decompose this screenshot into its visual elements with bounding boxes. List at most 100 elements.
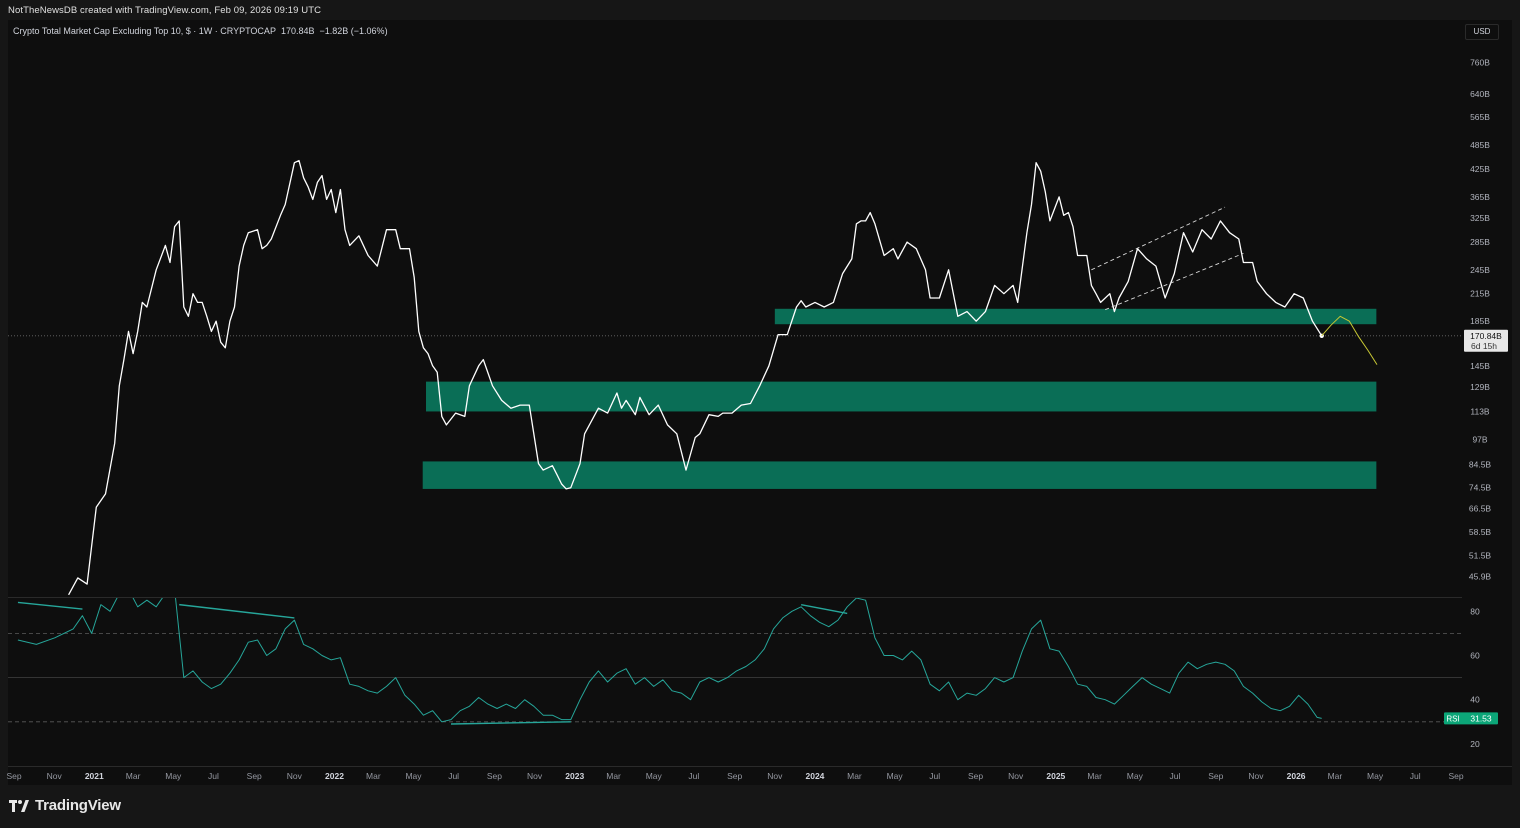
panel-separators	[8, 597, 1512, 767]
rsi-panel	[17, 598, 1322, 725]
price-tick-label: 285B	[1470, 237, 1490, 247]
time-tick-label: Mar	[847, 771, 862, 781]
price-line	[68, 159, 1323, 596]
symbol-legend[interactable]: Crypto Total Market Cap Excluding Top 10…	[13, 26, 388, 36]
time-tick-label: 2022	[325, 771, 344, 781]
price-tick-label: 145B	[1470, 361, 1490, 371]
support-zone-2	[426, 381, 1377, 412]
support-zones	[422, 308, 1377, 489]
time-tick-label: Sep	[1208, 771, 1223, 781]
time-tick-label: May	[165, 771, 182, 781]
time-tick-label: Mar	[126, 771, 141, 781]
currency-button[interactable]: USD	[1465, 24, 1499, 40]
time-tick-label: Sep	[487, 771, 502, 781]
price-tick-label: 760B	[1470, 58, 1490, 68]
price-tick-label: 325B	[1470, 213, 1490, 223]
time-tick-label: Mar	[1328, 771, 1343, 781]
rsi-axis[interactable]: 80 60 40 20	[1470, 606, 1480, 749]
time-tick-label: Jul	[929, 771, 940, 781]
price-tick-label: 129B	[1470, 382, 1490, 392]
rsi-badge	[1444, 712, 1498, 725]
rsi-badge-value: 31.53	[1470, 713, 1492, 723]
rsi-tick-label: 40	[1470, 695, 1480, 705]
time-tick-label: Jul	[448, 771, 459, 781]
time-tick-label: Nov	[527, 771, 543, 781]
price-tick-label: 84.5B	[1469, 460, 1492, 470]
time-tick-label: Mar	[366, 771, 381, 781]
rsi-tick-label: 60	[1470, 650, 1480, 660]
rsi-badge-label: RSI	[1446, 714, 1459, 723]
price-tick-label: 58.5B	[1469, 527, 1492, 537]
price-tick-label: 45.9B	[1469, 571, 1492, 581]
channel-line-2	[1105, 252, 1244, 311]
price-tick-label: 51.5B	[1469, 550, 1492, 560]
rsi-tick-label: 80	[1470, 606, 1480, 616]
price-panel	[8, 159, 1462, 596]
attribution-bar: NotTheNewsDB created with TradingView.co…	[0, 0, 1520, 20]
support-zone-1	[774, 308, 1377, 325]
time-tick-label: Sep	[1448, 771, 1463, 781]
time-tick-label: May	[405, 771, 422, 781]
time-tick-label: Jul	[1410, 771, 1421, 781]
rsi-line	[17, 598, 1322, 723]
last-value: 170.84B	[280, 26, 315, 36]
time-tick-label: Nov	[1248, 771, 1264, 781]
time-tick-label: Jul	[1170, 771, 1181, 781]
time-tick-label: Sep	[968, 771, 983, 781]
time-tick-label: Jul	[688, 771, 699, 781]
time-tick-label: Sep	[247, 771, 262, 781]
change-value: −1.82B (−1.06%)	[319, 26, 388, 36]
price-badge-countdown: 6d 15h	[1471, 341, 1497, 351]
price-tick-label: 365B	[1470, 192, 1490, 202]
time-tick-label: May	[646, 771, 663, 781]
time-tick-label: Nov	[287, 771, 303, 781]
time-tick-label: May	[1127, 771, 1144, 781]
price-tick-label: 74.5B	[1469, 483, 1492, 493]
price-tick-label: 66.5B	[1469, 503, 1492, 513]
time-tick-label: Mar	[606, 771, 621, 781]
time-tick-label: Nov	[47, 771, 63, 781]
tradingview-logo-text: TradingView	[35, 797, 121, 814]
price-tick-label: 245B	[1470, 265, 1490, 275]
attribution-text: NotTheNewsDB created with TradingView.co…	[8, 5, 322, 16]
rsi-reference-lines	[8, 632, 1462, 723]
time-tick-label: Nov	[767, 771, 783, 781]
rsi-divergence-2	[179, 603, 295, 619]
time-tick-label: Nov	[1008, 771, 1024, 781]
time-tick-label: Sep	[727, 771, 742, 781]
time-tick-label: Sep	[6, 771, 21, 781]
price-tick-label: 113B	[1470, 406, 1490, 416]
rsi-divergence-1	[17, 601, 83, 610]
time-tick-label: May	[1367, 771, 1384, 781]
price-tick-label: 97B	[1472, 434, 1487, 444]
time-tick-label: 2025	[1046, 771, 1065, 781]
time-tick-label: 2026	[1287, 771, 1306, 781]
price-tick-label: 185B	[1470, 316, 1490, 326]
time-tick-label: 2021	[85, 771, 104, 781]
rsi-tick-label: 20	[1470, 739, 1480, 749]
footer-bar	[0, 786, 1520, 828]
symbol-title: Crypto Total Market Cap Excluding Top 10…	[13, 26, 276, 36]
time-axis[interactable]: Sep Nov 2021 Mar May Jul Sep Nov 2022 Mar May Jul Se…	[6, 771, 1463, 781]
support-zone-3	[422, 461, 1377, 489]
price-badge	[1464, 329, 1508, 352]
time-tick-label: 2024	[806, 771, 825, 781]
time-tick-label: 2023	[565, 771, 584, 781]
price-tick-label: 640B	[1470, 89, 1490, 99]
price-tick-label: 565B	[1470, 112, 1490, 122]
price-tick-label: 215B	[1470, 289, 1490, 299]
channel-line-1	[1091, 206, 1226, 271]
price-axis[interactable]: 760B 640B 565B 485B 425B 365B 325B 285B 245B 215B…	[1469, 58, 1492, 582]
time-tick-label: Mar	[1087, 771, 1102, 781]
price-tick-label: 485B	[1470, 140, 1490, 150]
time-tick-label: May	[887, 771, 904, 781]
price-tick-label: 425B	[1470, 164, 1490, 174]
projection-curve	[1321, 315, 1378, 365]
price-badge-value: 170.84B	[1470, 331, 1502, 341]
tradingview-logo-icon	[9, 799, 29, 813]
rsi-divergence-4	[801, 603, 848, 615]
tradingview-logo[interactable]: TradingView	[9, 797, 121, 814]
rsi-divergence-3	[450, 721, 571, 725]
